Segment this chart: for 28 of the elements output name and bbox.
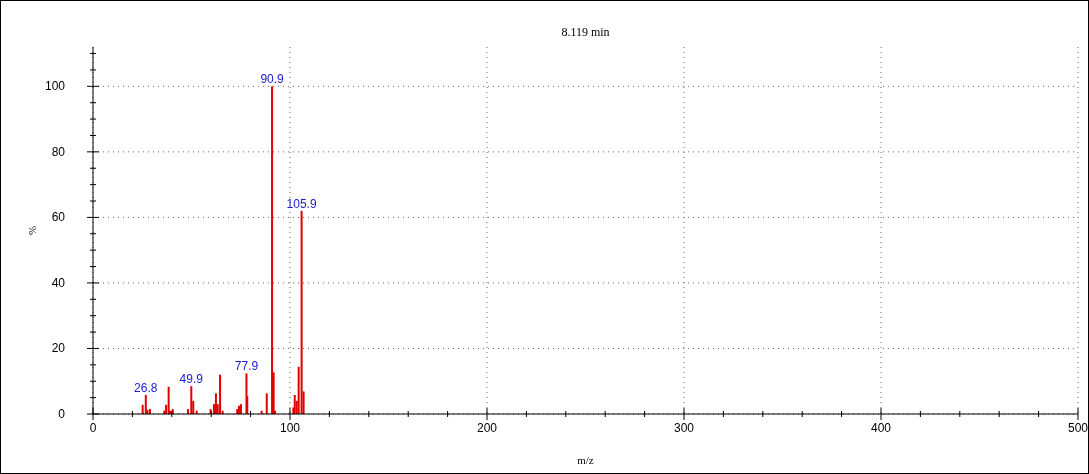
annotation: 105.9 [286,196,317,211]
chart-title: 8.119 min [561,25,610,39]
bar [293,395,296,414]
x-tick-label: 500 [1067,421,1089,435]
annotation: 77.9 [234,359,259,374]
bar [214,393,217,414]
x-tick-label: 300 [673,421,695,435]
x-axis-title: m/z [577,454,594,466]
annotation: 90.9 [260,72,285,87]
bar [167,386,170,414]
x-tick-label: 200 [476,421,498,435]
y-tick-label: 100 [44,79,66,94]
y-tick-label: 80 [51,144,66,159]
annotation: 49.9 [179,372,204,387]
y-tick-label: 0 [58,407,66,421]
bar [265,393,268,414]
y-tick-label: 60 [51,210,66,225]
bar [271,86,274,414]
y-tick-label: 40 [51,275,66,290]
bar [190,386,193,414]
x-tick-label: 400 [870,421,892,435]
annotation: 26.8 [134,380,158,395]
x-tick-label: 0 [89,421,97,435]
bar [300,210,303,414]
x-tick-label: 100 [279,421,301,435]
y-axis-title: % [26,225,38,236]
bar [219,374,222,414]
y-tick-label: 20 [51,341,66,356]
